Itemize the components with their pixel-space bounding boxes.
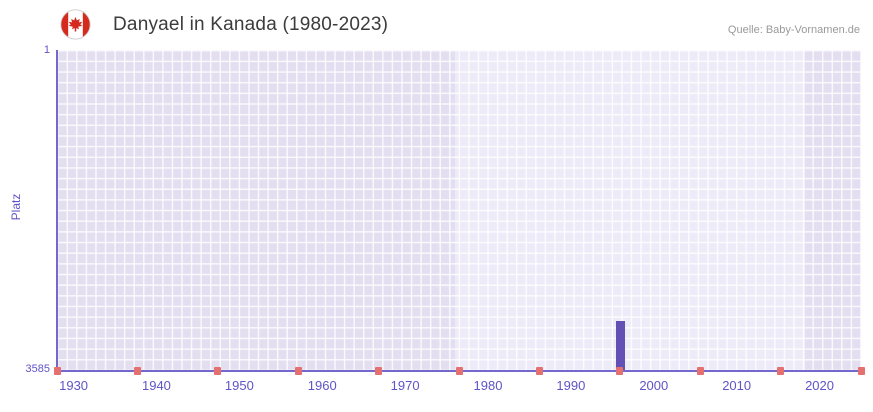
x-tick-2020: 2020 [805, 378, 834, 393]
x-tick-1980: 1980 [473, 378, 503, 393]
chart-title: Danyael in Kanada (1980-2023) [113, 14, 389, 35]
x-axis-ticks: 1930 1940 1950 1960 1970 1980 1990 2000 2010 2020 [57, 378, 861, 398]
background-band [804, 50, 861, 370]
x-tick-1940: 1940 [141, 378, 171, 393]
x-tick-2000: 2000 [639, 378, 669, 393]
axis-marker [535, 367, 543, 375]
canada-flag-icon [60, 9, 91, 40]
x-tick-1930: 1930 [59, 378, 89, 393]
y-axis-line [56, 50, 58, 372]
x-tick-2010: 2010 [722, 378, 752, 393]
axis-marker [53, 367, 61, 375]
y-tick-top: 1 [43, 44, 50, 56]
axis-marker [616, 367, 624, 375]
axis-marker [133, 367, 141, 375]
axis-marker [857, 367, 865, 375]
axis-marker [214, 367, 222, 375]
axis-marker [294, 367, 302, 375]
axis-marker [696, 367, 704, 375]
background-band [57, 50, 455, 370]
x-tick-1970: 1970 [390, 378, 420, 393]
bar-1996[interactable] [616, 321, 626, 370]
y-axis-title: Platz [9, 193, 23, 221]
axis-marker [375, 367, 383, 375]
x-tick-1960: 1960 [307, 378, 337, 393]
x-tick-1950: 1950 [224, 378, 254, 393]
axis-marker [777, 367, 785, 375]
x-tick-1990: 1990 [556, 378, 586, 393]
y-tick-bottom: 3585 [25, 363, 50, 375]
plot-area[interactable] [53, 50, 865, 375]
axis-marker [455, 367, 463, 375]
background-band [454, 50, 805, 370]
source-attribution: Quelle: Baby-Vornamen.de [727, 24, 860, 36]
